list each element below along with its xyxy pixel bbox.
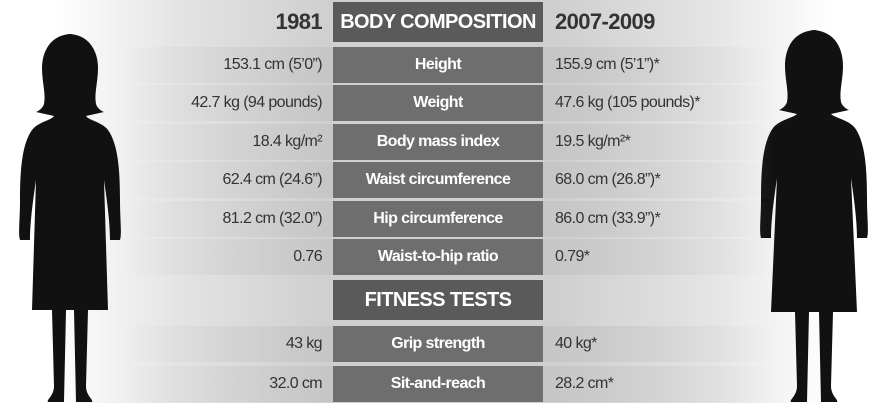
section-header: FITNESS TESTS <box>333 280 543 320</box>
value-2007-2009: 68.0 cm (26.8”)* <box>555 162 775 198</box>
value-1981: 43 kg <box>120 326 322 362</box>
measure-label: Body mass index <box>333 124 543 160</box>
value-2007-2009: 40 kg* <box>555 326 775 362</box>
value-1981: 18.4 kg/m² <box>120 124 322 160</box>
value-1981: 0.76 <box>120 239 322 275</box>
value-1981: 32.0 cm <box>120 366 322 402</box>
measure-label: Waist circumference <box>333 162 543 198</box>
measure-label: Sit-and-reach <box>333 366 543 402</box>
value-2007-2009: 28.2 cm* <box>555 366 775 402</box>
silhouette-left <box>15 20 130 403</box>
value-1981: 62.4 cm (24.6”) <box>120 162 322 198</box>
measure-label: Waist-to-hip ratio <box>333 239 543 275</box>
value-1981: 42.7 kg (94 pounds) <box>120 85 322 121</box>
measure-label: Weight <box>333 85 543 121</box>
header-center: BODY COMPOSITION <box>333 2 543 42</box>
value-2007-2009: 155.9 cm (5’1”)* <box>555 47 775 83</box>
infographic: 1981 BODY COMPOSITION 2007-2009 FITNESS … <box>0 0 885 403</box>
value-1981: 81.2 cm (32.0”) <box>120 201 322 237</box>
value-2007-2009: 86.0 cm (33.9”)* <box>555 201 775 237</box>
measure-label: Hip circumference <box>333 201 543 237</box>
value-2007-2009: 47.6 kg (105 pounds)* <box>555 85 775 121</box>
header-left: 1981 <box>120 2 322 42</box>
measure-label: Height <box>333 47 543 83</box>
header-right: 2007-2009 <box>555 2 775 42</box>
value-1981: 153.1 cm (5’0”) <box>120 47 322 83</box>
silhouette-right <box>760 20 875 403</box>
value-2007-2009: 0.79* <box>555 239 775 275</box>
measure-label: Grip strength <box>333 326 543 362</box>
value-2007-2009: 19.5 kg/m²* <box>555 124 775 160</box>
